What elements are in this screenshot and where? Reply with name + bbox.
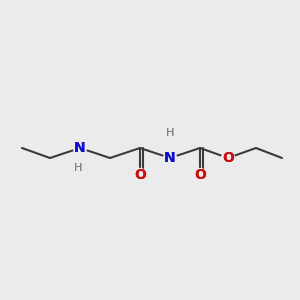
Text: N: N <box>74 141 86 155</box>
Text: H: H <box>166 128 174 138</box>
Text: O: O <box>134 168 146 182</box>
Text: O: O <box>222 151 234 165</box>
Text: O: O <box>194 168 206 182</box>
Circle shape <box>221 152 235 164</box>
Circle shape <box>164 152 176 164</box>
Text: O: O <box>134 168 146 182</box>
Text: N: N <box>74 141 86 155</box>
Circle shape <box>74 142 86 154</box>
Text: O: O <box>194 168 206 182</box>
Circle shape <box>194 169 206 182</box>
Text: H: H <box>74 163 82 173</box>
Text: H: H <box>166 128 174 138</box>
Circle shape <box>164 127 176 140</box>
Text: N: N <box>164 151 176 165</box>
Circle shape <box>134 169 146 182</box>
Text: N: N <box>164 151 176 165</box>
Circle shape <box>71 161 85 175</box>
Text: O: O <box>222 151 234 165</box>
Text: H: H <box>74 163 82 173</box>
